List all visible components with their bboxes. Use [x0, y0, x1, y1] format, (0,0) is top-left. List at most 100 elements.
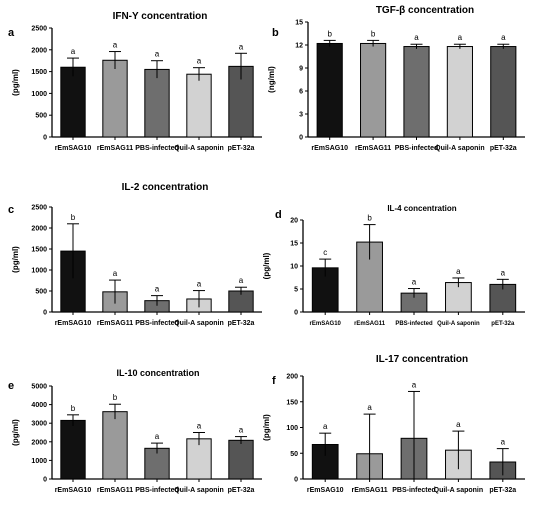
y-tick-label: 15	[295, 20, 303, 27]
panel-letter: a	[8, 27, 15, 39]
y-tick-label: 0	[294, 477, 298, 484]
significance-label: a	[323, 422, 328, 431]
bar-remsag11	[102, 59, 128, 138]
y-tick-label: 0	[43, 135, 47, 142]
significance-label: a	[155, 432, 160, 441]
bar-remsag11	[102, 411, 128, 480]
bar-remsag10	[316, 42, 343, 138]
x-tick-label: Quil-A saponin	[174, 145, 224, 152]
y-tick-label: 3000	[31, 421, 47, 428]
x-tick-label: Quil-A saponin	[437, 321, 480, 327]
significance-label: b	[367, 214, 372, 223]
y-tick-label: 1000	[31, 268, 47, 275]
y-tick-label: 200	[286, 374, 298, 381]
significance-label: b	[113, 393, 118, 402]
chart-title: IFN-Y concentration	[113, 11, 208, 22]
y-tick-label: 1500	[31, 247, 47, 254]
significance-label: a	[501, 33, 506, 42]
panel-letter: f	[272, 375, 276, 387]
x-tick-label: PBS-infected	[395, 321, 433, 327]
significance-label: a	[197, 422, 202, 431]
significance-label: b	[71, 404, 76, 413]
y-tick-label: 12	[295, 43, 303, 50]
x-tick-label: rEmSAG10	[55, 487, 92, 494]
x-tick-label: rEmSAG10	[55, 145, 92, 152]
y-tick-label: 0	[43, 477, 47, 484]
panel-letter: c	[8, 204, 14, 216]
bar-remsag11	[360, 42, 387, 138]
chart-title: TGF-β concentration	[376, 5, 474, 16]
significance-label: a	[501, 438, 506, 447]
x-tick-label: pET-32a	[490, 145, 517, 152]
y-tick-label: 6	[299, 89, 303, 96]
x-tick-label: pET-32a	[228, 320, 255, 327]
y-tick-label: 20	[290, 218, 298, 225]
x-tick-label: pET-32a	[491, 321, 515, 327]
x-tick-label: PBS-infected	[135, 320, 179, 327]
significance-label: a	[239, 42, 244, 51]
y-tick-label: 4000	[31, 402, 47, 409]
y-tick-label: 0	[294, 310, 298, 317]
bar-remsag10	[60, 66, 86, 138]
x-tick-label: pET-32a	[489, 487, 516, 494]
bar-quil-a-saponin	[186, 438, 212, 480]
y-tick-label: 2500	[31, 205, 47, 212]
chart-panel-b: b TGF-β concentration (ng/ml) 0 3 6 9 12 15 b rEmS…	[267, 5, 525, 152]
y-tick-label: 9	[299, 66, 303, 73]
significance-label: a	[113, 269, 118, 278]
y-tick-label: 50	[290, 451, 298, 458]
chart-panel-c: c IL-2 concentration (pg/ml) 0 500 1000 1500 20…	[8, 182, 262, 327]
significance-label: b	[327, 29, 332, 38]
y-axis-label: (pg/ml)	[262, 252, 271, 279]
significance-label: b	[71, 213, 76, 222]
significance-label: a	[501, 268, 506, 277]
significance-label: a	[456, 420, 461, 429]
y-axis-label: (pg/ml)	[11, 246, 20, 273]
y-axis-label: (pg/ml)	[262, 414, 271, 441]
significance-label: a	[458, 33, 463, 42]
bar-pbs-infected	[403, 46, 430, 138]
y-tick-label: 100	[286, 425, 298, 432]
x-tick-label: rEmSAG11	[97, 320, 133, 327]
significance-label: a	[367, 403, 372, 412]
chart-panel-e: e IL-10 concentration (pg/ml) 0 1000 2000 3000…	[8, 368, 262, 494]
significance-label: a	[239, 426, 244, 435]
y-tick-label: 1500	[31, 69, 47, 76]
y-tick-label: 0	[299, 135, 303, 142]
significance-label: a	[155, 50, 160, 59]
x-tick-label: PBS-infected	[395, 145, 439, 152]
y-tick-label: 1000	[31, 458, 47, 465]
x-tick-label: Quil-A saponin	[174, 487, 224, 494]
significance-label: a	[197, 280, 202, 289]
x-tick-label: Quil-A saponin	[435, 145, 485, 152]
chart-panel-a: a IFN-Y concentration (pg/ml) 0 500 1000 1500 2…	[8, 11, 262, 152]
x-tick-label: rEmSAG11	[354, 321, 386, 327]
significance-label: c	[323, 248, 327, 257]
significance-label: a	[412, 380, 417, 389]
x-tick-label: rEmSAG11	[352, 487, 388, 494]
panel-letter: d	[275, 209, 282, 221]
y-tick-label: 5	[294, 287, 298, 294]
significance-label: a	[239, 276, 244, 285]
y-tick-label: 2000	[31, 47, 47, 54]
panel-letter: b	[272, 27, 279, 39]
x-tick-label: rEmSAG10	[310, 321, 342, 327]
x-tick-label: rEmSAG10	[311, 145, 348, 152]
y-tick-label: 2000	[31, 439, 47, 446]
y-tick-label: 500	[35, 289, 47, 296]
chart-title: IL-4 concentration	[387, 204, 456, 213]
x-tick-label: rEmSAG10	[307, 487, 344, 494]
bar-pet-32a	[490, 46, 517, 138]
y-axis-label: (pg/ml)	[11, 69, 20, 96]
chart-title: IL-17 concentration	[376, 354, 468, 365]
chart-title: IL-2 concentration	[122, 182, 209, 193]
y-tick-label: 150	[286, 399, 298, 406]
chart-title: IL-10 concentration	[116, 368, 199, 378]
bar-pbs-infected	[144, 68, 170, 138]
significance-label: a	[412, 278, 417, 287]
y-tick-label: 3	[299, 112, 303, 119]
y-tick-label: 10	[290, 264, 298, 271]
x-tick-label: rEmSAG11	[97, 145, 133, 152]
bar-pet-32a	[228, 439, 254, 480]
